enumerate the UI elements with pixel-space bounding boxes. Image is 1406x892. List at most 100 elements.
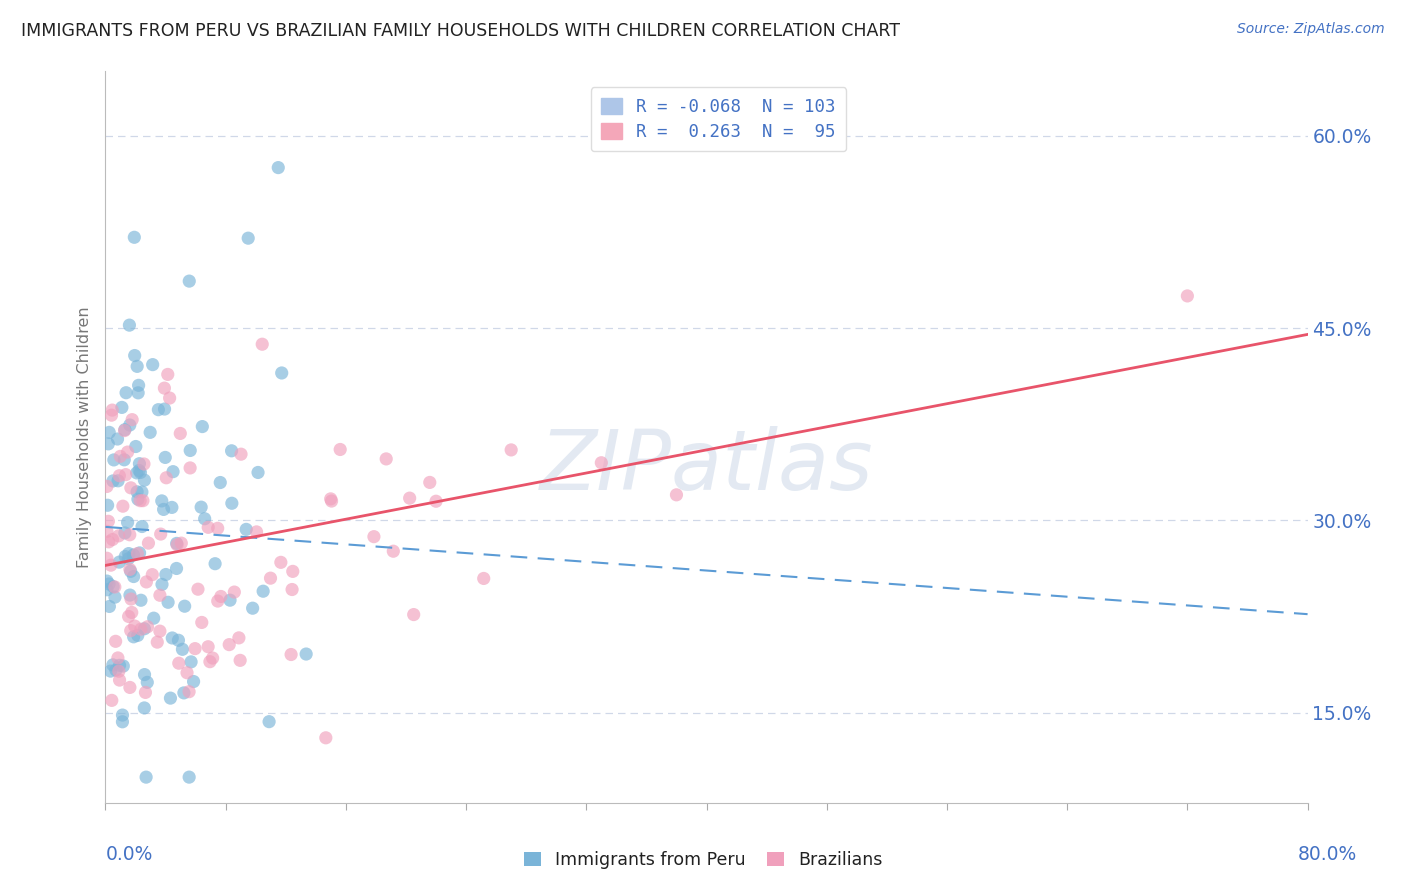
Point [117, 551, 139, 566]
Point [155, 471, 177, 485]
Text: Source: ZipAtlas.com: Source: ZipAtlas.com [1237, 22, 1385, 37]
Point [221, 443, 243, 458]
Point [173, 686, 195, 700]
Point [259, 571, 281, 585]
Point [111, 499, 134, 513]
Point [108, 555, 131, 569]
Point [101, 657, 124, 672]
Point [112, 452, 135, 467]
Point [155, 450, 177, 465]
Point [96, 574, 118, 588]
Point [121, 412, 143, 426]
Point [100, 558, 122, 573]
Point [134, 685, 156, 699]
Point [134, 667, 156, 681]
Point [114, 423, 136, 437]
Legend: R = -0.068  N = 103, R =  0.263  N =  95: R = -0.068 N = 103, R = 0.263 N = 95 [591, 87, 846, 151]
Point [162, 631, 184, 645]
Point [118, 318, 141, 333]
Point [129, 622, 152, 636]
Point [101, 474, 124, 488]
Point [170, 536, 193, 550]
Point [142, 611, 165, 625]
Point [472, 571, 495, 585]
Point [180, 655, 202, 669]
Point [218, 638, 240, 652]
Text: IMMIGRANTS FROM PERU VS BRAZILIAN FAMILY HOUSEHOLDS WITH CHILDREN CORRELATION CH: IMMIGRANTS FROM PERU VS BRAZILIAN FAMILY… [21, 22, 900, 40]
Point [127, 492, 149, 507]
Point [179, 443, 201, 458]
Point [281, 565, 304, 579]
Point [160, 500, 183, 515]
Point [252, 337, 274, 351]
Point [425, 494, 447, 508]
Point [402, 607, 425, 622]
Point [97, 437, 120, 451]
Point [238, 231, 260, 245]
Point [131, 485, 153, 500]
Y-axis label: Family Households with Children: Family Households with Children [76, 306, 91, 568]
Point [148, 402, 170, 417]
Point [131, 519, 153, 533]
Point [114, 549, 136, 564]
Point [201, 651, 224, 665]
Point [153, 402, 176, 417]
Point [118, 588, 141, 602]
Point [315, 731, 337, 745]
Point [221, 496, 243, 510]
Point [167, 656, 190, 670]
Point [179, 461, 201, 475]
Point [242, 601, 264, 615]
Point [665, 488, 688, 502]
Point [104, 663, 127, 677]
Point [120, 592, 142, 607]
Point [146, 635, 169, 649]
Point [128, 378, 150, 392]
Point [224, 585, 246, 599]
Point [247, 466, 270, 480]
Point [103, 580, 125, 594]
Point [107, 651, 129, 665]
Point [228, 631, 250, 645]
Point [179, 274, 201, 288]
Point [204, 557, 226, 571]
Point [128, 546, 150, 560]
Point [135, 574, 157, 589]
Point [159, 391, 181, 405]
Point [139, 425, 162, 440]
Point [149, 527, 172, 541]
Point [96, 524, 118, 539]
Point [191, 615, 214, 630]
Point [191, 419, 214, 434]
Point [108, 673, 131, 687]
Point [118, 681, 141, 695]
Point [295, 647, 318, 661]
Point [134, 473, 156, 487]
Point [104, 580, 127, 594]
Point [142, 358, 165, 372]
Point [176, 665, 198, 680]
Point [209, 590, 232, 604]
Point [104, 634, 127, 648]
Point [114, 424, 136, 438]
Point [127, 547, 149, 561]
Point [187, 582, 209, 597]
Text: 80.0%: 80.0% [1298, 845, 1357, 864]
Point [179, 770, 201, 784]
Point [198, 655, 221, 669]
Point [207, 594, 229, 608]
Point [209, 475, 232, 490]
Point [229, 447, 252, 461]
Point [190, 500, 212, 515]
Point [124, 619, 146, 633]
Point [591, 456, 613, 470]
Point [100, 664, 122, 678]
Point [419, 475, 441, 490]
Point [167, 633, 190, 648]
Point [257, 714, 280, 729]
Point [98, 425, 121, 440]
Point [280, 648, 302, 662]
Point [100, 408, 122, 422]
Point [127, 628, 149, 642]
Point [107, 474, 129, 488]
